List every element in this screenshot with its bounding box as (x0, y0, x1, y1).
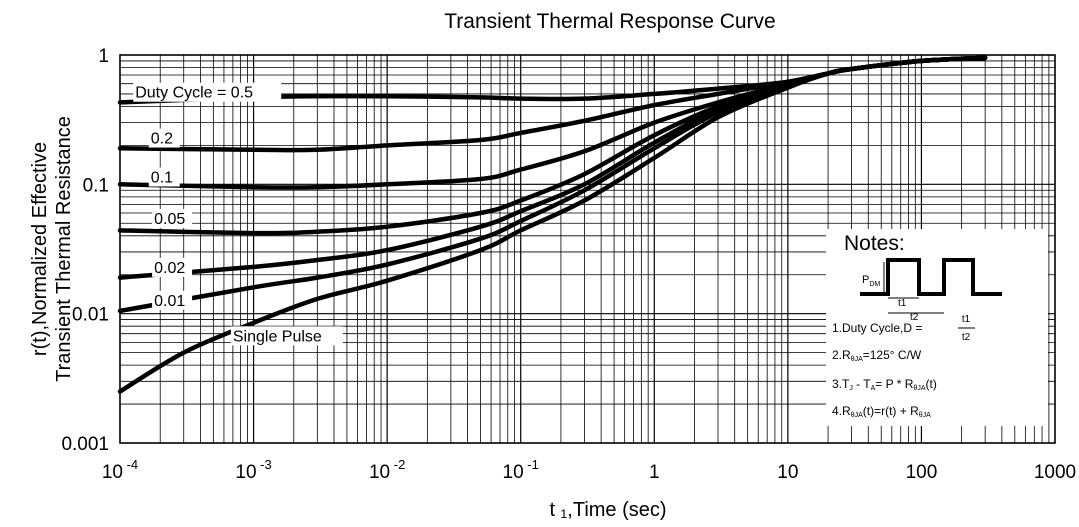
note-rja-t: 4.RθJA(t)=r(t) + RθJA (832, 404, 931, 419)
y-tick-label: 0.001 (61, 434, 109, 455)
series-label-2: 0.1 (151, 169, 173, 186)
x-tick-label: 10 -4 (102, 457, 138, 483)
t1-dimension-label: t1 (898, 298, 907, 309)
note-tj-sub3: θJA (913, 385, 925, 392)
note-tj-rest: = P * R (875, 377, 913, 391)
pdm-label: PDM (862, 274, 880, 288)
note-tj-end: (t) (926, 377, 937, 391)
y-tick-label: 1 (98, 46, 109, 67)
x-tick-label: 1000 (1034, 462, 1076, 483)
plot-frame (119, 54, 1056, 444)
t2-dimension-label: t2 (910, 312, 919, 323)
chart-title: Transient Thermal Response Curve (444, 10, 775, 33)
y-axis-label-line1: r(t),Normalized Effective (29, 142, 51, 356)
series-label-bg-0 (133, 82, 282, 102)
notes-title: Notes: (844, 232, 905, 255)
x-axis-label: t ₁,Time (sec) (549, 499, 666, 521)
series-label-4: 0.02 (154, 260, 185, 277)
x-tick-label: 10 -3 (235, 457, 271, 483)
x-tick-label: 100 (906, 462, 938, 483)
curves (117, 55, 988, 394)
note-rja-sub: θJA (851, 356, 863, 363)
series-label-3: 0.05 (154, 211, 185, 228)
note-rja-text: 2.R (832, 348, 851, 362)
series-label-bg-5 (152, 290, 193, 310)
note-duty-cycle-numerator: t1 (962, 314, 971, 325)
series-line-6 (117, 55, 988, 394)
series-line-1 (117, 55, 988, 153)
series-label-bg-3 (152, 208, 193, 228)
note-rja-t-sub: θJA (851, 412, 863, 419)
note-duty-cycle: 1.Duty Cycle,D = (832, 321, 922, 335)
series-label-bg-2 (148, 167, 180, 187)
note-rja-t-text: 4.R (832, 404, 851, 418)
x-tick-label: 10 -1 (503, 457, 539, 483)
note-tj-mid: - T (853, 377, 871, 391)
x-tick-label: 1 (649, 462, 660, 483)
note-tj-sub: J (849, 385, 853, 392)
series-label-0: Duty Cycle = 0.5 (135, 85, 253, 102)
y-tick-labels: 0.001 0.01 0.1 1 (61, 46, 109, 455)
x-tick-labels: 10 -4 10 -3 10 -2 10 -1 1 10 100 1000 (102, 457, 1076, 483)
note-duty-cycle-text: 1.Duty Cycle,D = (832, 321, 922, 335)
note-rja-rest: =125° C/W (863, 348, 922, 362)
x-tick-label: 10 -2 (369, 457, 405, 483)
series-label-5: 0.01 (154, 293, 185, 310)
y-tick-label: 0.01 (72, 305, 109, 326)
pulse-waveform (860, 258, 1002, 296)
note-tj-text: 3.T (832, 377, 850, 391)
note-tj-sub2: A (871, 385, 876, 392)
pdm-label-main: P (862, 274, 869, 286)
series-label-6: Single Pulse (233, 328, 322, 345)
note-tj: 3.TJ - TA= P * RθJA(t) (832, 377, 937, 392)
y-tick-label: 0.1 (83, 175, 109, 196)
y-axis-label-line2: Transient Thermal Resistance (53, 116, 75, 382)
note-duty-cycle-denominator: t2 (962, 332, 971, 343)
series-label-1: 0.2 (151, 131, 173, 148)
notes-box: Notes: PDM t1 t2 1.Duty Cycle,D = t1 t2 … (826, 229, 1048, 426)
series-labels: Duty Cycle = 0.5 0.2 0.1 0.05 0.02 0.01 Single… (133, 82, 343, 346)
series-label-bg-1 (148, 128, 180, 148)
note-rja-t-sub2: θJA (919, 412, 931, 419)
note-rja: 2.RθJA=125° C/W (832, 348, 922, 363)
pulse-diagram: PDM t1 t2 (860, 258, 1002, 323)
note-rja-t-rest: (t)=r(t) + R (863, 404, 919, 418)
x-tick-label: 10 (777, 462, 798, 483)
notes-background (826, 229, 1048, 426)
pdm-label-sub: DM (869, 281, 880, 288)
series-label-bg-6 (230, 326, 343, 346)
series-label-bg-4 (152, 257, 193, 277)
